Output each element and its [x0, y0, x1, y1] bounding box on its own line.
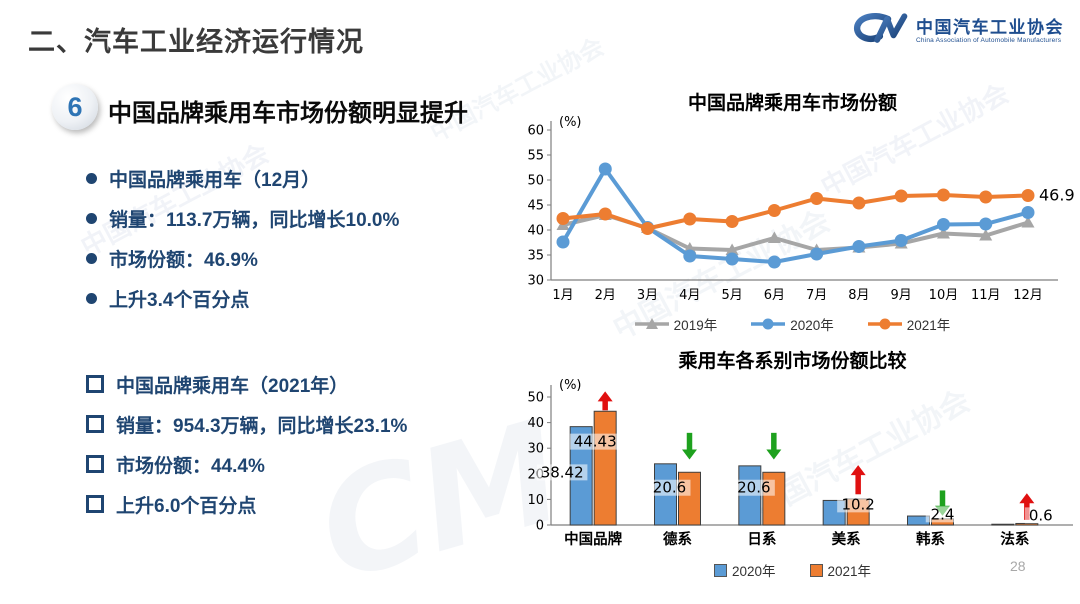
list-item: 销量：954.3万辆，同比增长23.1%	[86, 404, 506, 444]
svg-text:11月: 11月	[971, 288, 1001, 303]
bullet-disc-icon	[86, 172, 97, 184]
caam-logo: 中国汽车工业协会 China Association of Automobile…	[850, 10, 1064, 53]
logo-name-en: China Association of Automobile Manufact…	[916, 37, 1062, 45]
svg-text:60: 60	[527, 124, 544, 139]
legend-item: 2021年	[867, 314, 950, 334]
svg-text:3月: 3月	[637, 288, 658, 303]
bullet-square-icon	[86, 375, 104, 393]
svg-text:30: 30	[527, 274, 544, 289]
list-item: 上升6.0个百分点	[86, 484, 506, 524]
list-item-text: 市场份额：44.4%	[116, 455, 265, 477]
svg-text:6月: 6月	[764, 288, 785, 303]
bar-chart-title: 乘用车各系别市场份额比较	[678, 350, 907, 372]
svg-text:9月: 9月	[891, 288, 912, 303]
svg-text:40: 40	[527, 416, 544, 431]
svg-text:法系: 法系	[1000, 530, 1029, 548]
list-item-text: 中国品牌乘用车（12月）	[109, 169, 321, 191]
bar-chart: 乘用车各系别市场份额比较 0 10 20 30 40 50 (%) 38.42 44.43 20.…	[505, 346, 1080, 580]
svg-text:38.42: 38.42	[541, 463, 584, 481]
page-number: 28	[1010, 558, 1026, 574]
svg-text:5月: 5月	[721, 288, 742, 303]
line-chart: 中国品牌乘用车市场份额 30 35 40 45 50 55 60 (%) 1月 2月 3月 4月 5月 6…	[505, 88, 1080, 334]
section-number-badge: 6	[52, 84, 98, 130]
line-chart-legend: 2019年 2020年 2021年	[505, 314, 1080, 334]
list-item: 销量：113.7万辆，同比增长10.0%	[86, 198, 506, 238]
caam-logo-icon	[850, 10, 908, 53]
bar-chart-legend: 2020年 2021年	[505, 560, 1080, 580]
bullet-square-icon	[86, 415, 104, 433]
list-item-text: 销量：954.3万辆，同比增长23.1%	[116, 415, 408, 437]
logo-name-cn: 中国汽车工业协会	[916, 17, 1064, 37]
svg-text:2.4: 2.4	[931, 505, 955, 523]
bullet-disc-icon	[86, 252, 97, 264]
svg-text:8月: 8月	[848, 288, 869, 303]
svg-text:50: 50	[527, 174, 544, 189]
svg-text:2月: 2月	[595, 288, 616, 303]
svg-text:12月: 12月	[1013, 288, 1043, 303]
svg-text:美系: 美系	[832, 530, 861, 548]
bullet-list-monthly: 中国品牌乘用车（12月） 销量：113.7万辆，同比增长10.0% 市场份额：4…	[86, 158, 506, 318]
svg-text:0.6: 0.6	[1029, 506, 1053, 524]
svg-text:44.43: 44.43	[574, 433, 617, 451]
bullet-disc-icon	[86, 212, 97, 224]
section-headline: 中国品牌乘用车市场份额明显提升	[108, 100, 468, 127]
svg-text:10月: 10月	[929, 288, 959, 303]
page-title: 二、汽车工业经济运行情况	[28, 27, 364, 57]
bullet-list-yearly: 中国品牌乘用车（2021年） 销量：954.3万辆，同比增长23.1% 市场份额…	[86, 364, 506, 524]
svg-text:日系: 日系	[747, 531, 776, 548]
bullet-disc-icon	[86, 292, 97, 304]
legend-item: 2021年	[809, 560, 871, 580]
svg-text:7月: 7月	[806, 288, 827, 303]
list-item-text: 销量：113.7万辆，同比增长10.0%	[109, 209, 400, 231]
svg-text:30: 30	[527, 442, 544, 457]
list-item: 中国品牌乘用车（2021年）	[86, 364, 506, 404]
svg-text:35: 35	[527, 249, 544, 264]
svg-text:46.9: 46.9	[1039, 186, 1075, 205]
list-item: 市场份额：44.4%	[86, 444, 506, 484]
list-item: 上升3.4个百分点	[86, 278, 506, 318]
line-chart-plot: 30 35 40 45 50 55 60 (%) 1月 2月 3月 4月 5月 6月 7月 8月 9月 10月 11…	[527, 115, 1075, 303]
line-chart-title: 中国品牌乘用车市场份额	[687, 92, 897, 114]
legend-item: 2019年	[634, 314, 717, 334]
svg-text:韩系: 韩系	[916, 530, 945, 548]
svg-text:50: 50	[527, 391, 544, 406]
list-item: 中国品牌乘用车（12月）	[86, 158, 506, 198]
list-item-text: 市场份额：46.9%	[109, 249, 258, 271]
svg-text:55: 55	[527, 149, 544, 164]
svg-text:4月: 4月	[679, 288, 700, 303]
svg-text:1月: 1月	[552, 288, 573, 303]
svg-text:0: 0	[536, 519, 544, 534]
svg-text:40: 40	[527, 224, 544, 239]
legend-item: 2020年	[751, 314, 834, 334]
svg-text:(%): (%)	[559, 378, 582, 393]
list-item: 市场份额：46.9%	[86, 238, 506, 278]
bullet-square-icon	[86, 495, 104, 513]
svg-text:45: 45	[527, 199, 544, 214]
svg-text:中国品牌: 中国品牌	[564, 530, 622, 548]
bullet-square-icon	[86, 455, 104, 473]
list-item-text: 中国品牌乘用车（2021年）	[116, 375, 349, 397]
svg-text:20.6: 20.6	[653, 479, 686, 497]
svg-text:20.6: 20.6	[737, 479, 770, 497]
svg-text:10.2: 10.2	[841, 495, 874, 513]
svg-text:德系: 德系	[663, 530, 692, 548]
list-item-text: 上升6.0个百分点	[116, 495, 257, 517]
legend-item: 2020年	[713, 560, 776, 580]
svg-text:10: 10	[527, 493, 544, 508]
svg-text:(%): (%)	[559, 115, 582, 130]
list-item-text: 上升3.4个百分点	[109, 289, 250, 311]
